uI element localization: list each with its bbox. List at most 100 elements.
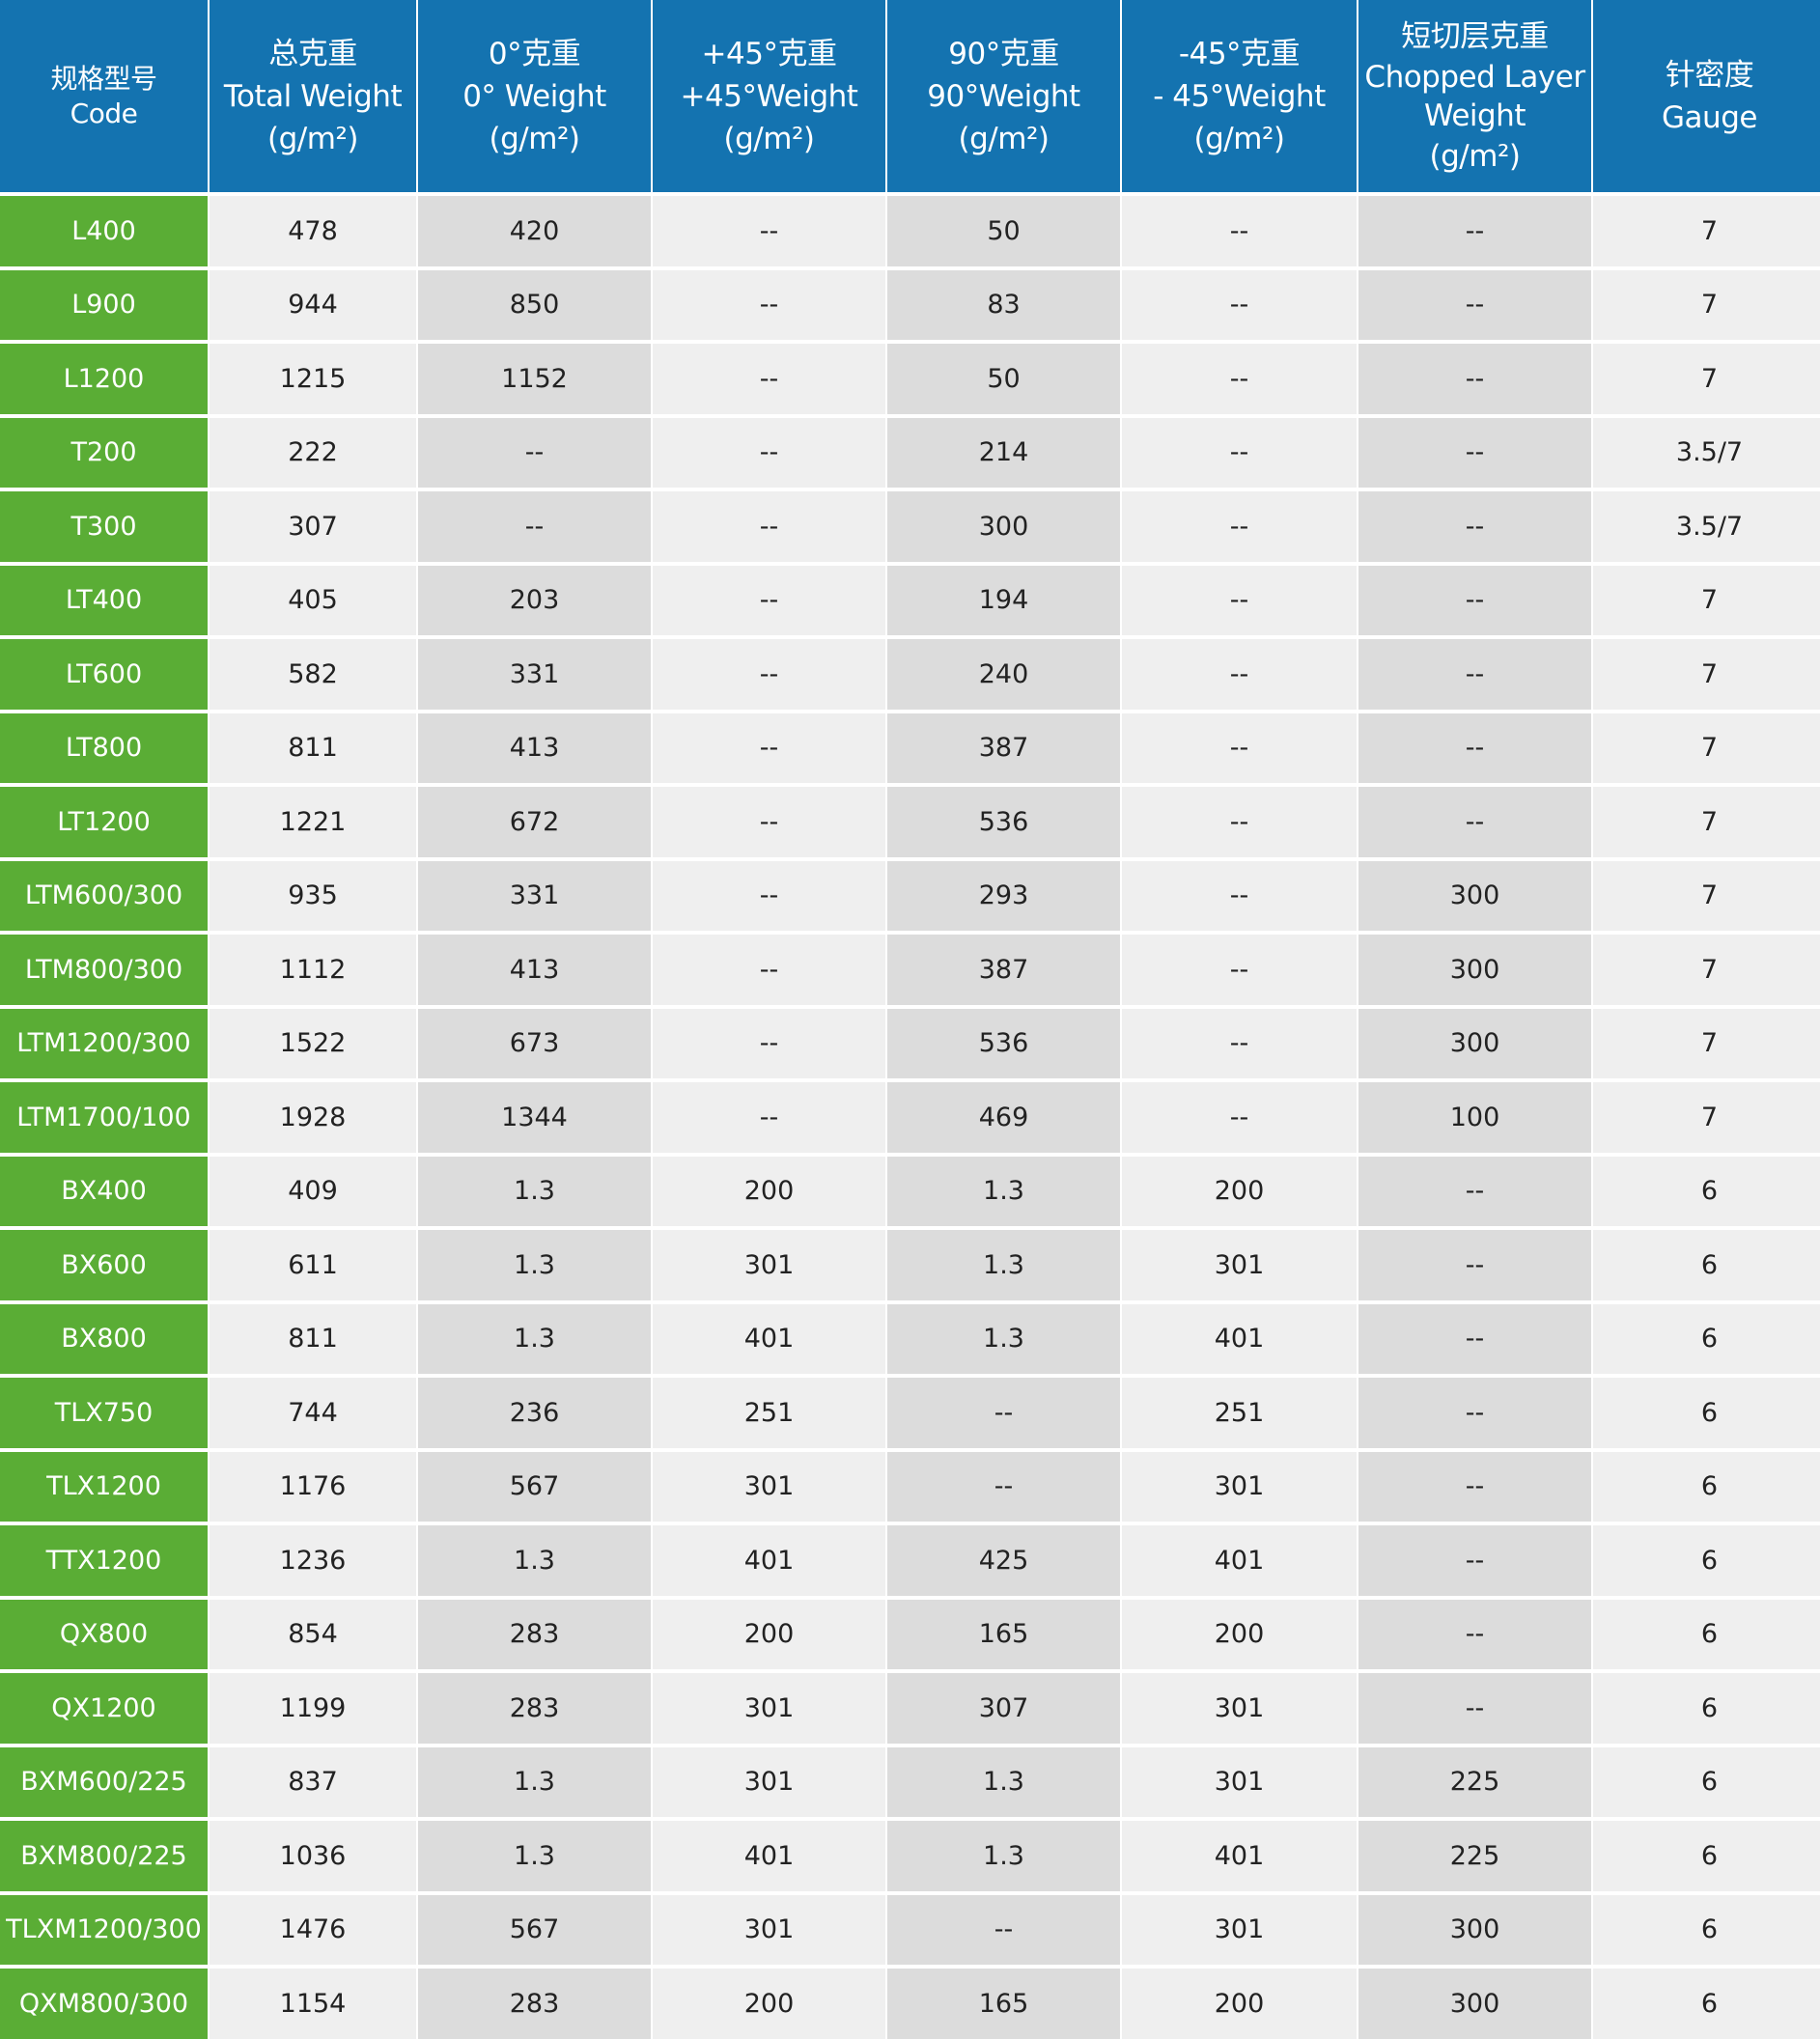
table-cell: 1.3: [418, 1226, 651, 1300]
table-cell: 200: [653, 1965, 885, 2039]
header-unit: (g/m²): [723, 121, 815, 156]
row-code: T200: [0, 413, 208, 488]
table-cell: --: [1122, 561, 1357, 635]
row-code: BX600: [0, 1226, 208, 1300]
row-code: QX1200: [0, 1669, 208, 1744]
row-code: BX800: [0, 1299, 208, 1374]
table-cell: 611: [210, 1226, 416, 1300]
table-cell: 811: [210, 1299, 416, 1374]
table-cell: 307: [210, 488, 416, 562]
row-code: LT800: [0, 709, 208, 783]
table-cell: --: [653, 931, 885, 1005]
column-header: 0°克重 0° Weight (g/m²): [418, 0, 651, 192]
table-cell: 1.3: [418, 1817, 651, 1891]
table-cell: --: [418, 488, 651, 562]
header-en: Gauge: [1662, 99, 1757, 135]
table-cell: 7: [1593, 1004, 1820, 1078]
table-cell: --: [1122, 709, 1357, 783]
table-cell: 935: [210, 856, 416, 931]
column-header: 规格型号 Code: [0, 0, 208, 192]
table-cell: 300: [1358, 931, 1591, 1005]
table-cell: --: [1358, 192, 1591, 266]
table-cell: --: [1358, 1374, 1591, 1448]
table-cell: --: [653, 1004, 885, 1078]
table-cell: 1.3: [887, 1226, 1120, 1300]
table-cell: 6: [1593, 1890, 1820, 1965]
table-cell: 3.5/7: [1593, 413, 1820, 488]
table-cell: 225: [1358, 1743, 1591, 1817]
header-en: Total Weight: [223, 78, 403, 114]
table-cell: 283: [418, 1669, 651, 1744]
header-en: - 45°Weight: [1153, 78, 1326, 114]
column-header: +45°克重 +45°Weight (g/m²): [653, 0, 885, 192]
table-cell: --: [1122, 192, 1357, 266]
header-unit: (g/m²): [1193, 121, 1285, 156]
table-cell: --: [1358, 561, 1591, 635]
table-cell: --: [653, 340, 885, 414]
table-cell: 7: [1593, 265, 1820, 340]
table-cell: 3.5/7: [1593, 488, 1820, 562]
header-cn: 规格型号: [50, 62, 157, 95]
table-cell: 536: [887, 1004, 1120, 1078]
row-code: TLX750: [0, 1374, 208, 1448]
table-cell: --: [1122, 856, 1357, 931]
header-cn: -45°克重: [1178, 36, 1301, 71]
table-cell: 300: [1358, 856, 1591, 931]
header-cn: 0°克重: [488, 36, 581, 71]
table-cell: 251: [1122, 1374, 1357, 1448]
header-unit: (g/m²): [267, 121, 358, 156]
table-cell: --: [1122, 1078, 1357, 1153]
table-cell: 387: [887, 931, 1120, 1005]
table-cell: 1.3: [418, 1152, 651, 1226]
table-cell: --: [1358, 1522, 1591, 1596]
row-code: L400: [0, 192, 208, 266]
table-cell: 251: [653, 1374, 885, 1448]
table-cell: 854: [210, 1595, 416, 1669]
table-cell: --: [1122, 931, 1357, 1005]
table-cell: 301: [1122, 1669, 1357, 1744]
table-cell: 222: [210, 413, 416, 488]
table-cell: 100: [1358, 1078, 1591, 1153]
row-code: BX400: [0, 1152, 208, 1226]
table-cell: 301: [653, 1743, 885, 1817]
table-cell: --: [1358, 1152, 1591, 1226]
table-cell: --: [1358, 783, 1591, 857]
header-en: +45°Weight: [680, 78, 858, 114]
table-cell: --: [1358, 709, 1591, 783]
table-cell: 413: [418, 931, 651, 1005]
table-cell: 214: [887, 413, 1120, 488]
row-code: LT1200: [0, 783, 208, 857]
table-cell: 837: [210, 1743, 416, 1817]
row-code: LTM600/300: [0, 856, 208, 931]
table-cell: --: [1358, 1595, 1591, 1669]
table-cell: 300: [1358, 1965, 1591, 2039]
header-en: 0° Weight: [462, 78, 606, 114]
column-header: 总克重 Total Weight (g/m²): [210, 0, 416, 192]
table-cell: --: [1358, 1447, 1591, 1522]
table-cell: --: [1122, 783, 1357, 857]
table-cell: 331: [418, 635, 651, 710]
table-cell: 673: [418, 1004, 651, 1078]
table-cell: 1.3: [418, 1743, 651, 1817]
table-cell: 6: [1593, 1374, 1820, 1448]
header-unit: (g/m²): [958, 121, 1050, 156]
column-header: 短切层克重 Chopped Layer Weight (g/m²): [1358, 0, 1591, 192]
table-cell: 6: [1593, 1522, 1820, 1596]
table-cell: 283: [418, 1595, 651, 1669]
table-cell: 1928: [210, 1078, 416, 1153]
table-cell: 811: [210, 709, 416, 783]
table-cell: 744: [210, 1374, 416, 1448]
table-cell: --: [1122, 635, 1357, 710]
table-cell: 236: [418, 1374, 651, 1448]
header-en: 90°Weight: [927, 78, 1080, 114]
table-cell: 567: [418, 1447, 651, 1522]
table-cell: 7: [1593, 856, 1820, 931]
header-cn: 总克重: [268, 36, 357, 71]
table-cell: --: [1122, 1004, 1357, 1078]
table-cell: 672: [418, 783, 651, 857]
table-cell: 1112: [210, 931, 416, 1005]
table-cell: 536: [887, 783, 1120, 857]
table-cell: 1.3: [887, 1299, 1120, 1374]
header-cn: 90°克重: [948, 36, 1059, 71]
